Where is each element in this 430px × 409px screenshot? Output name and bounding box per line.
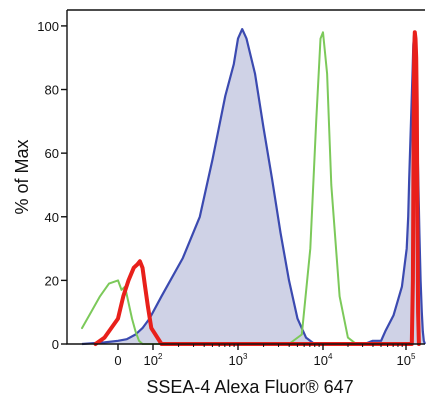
y-axis-label: % of Max xyxy=(12,139,32,214)
x-tick-label: 104 xyxy=(314,352,333,368)
y-tick-label: 60 xyxy=(45,146,59,161)
x-tick-label: 0 xyxy=(114,353,121,368)
y-tick-label: 20 xyxy=(45,273,59,288)
series-0-fill xyxy=(82,29,425,344)
y-tick-label: 100 xyxy=(37,19,59,34)
x-tick-label: 102 xyxy=(144,352,163,368)
series-layer xyxy=(81,28,427,346)
y-tick-label: 40 xyxy=(45,210,59,225)
x-tick-label: 103 xyxy=(229,352,248,368)
y-tick-label: 0 xyxy=(52,337,59,352)
axes-layer: 0 20 40 60 80 100 0 102 103 104 105 xyxy=(37,9,425,368)
y-tick-label: 80 xyxy=(45,83,59,98)
series-2-line xyxy=(93,30,421,346)
x-axis-label: SSEA-4 Alexa Fluor® 647 xyxy=(146,377,353,397)
x-tick-label: 105 xyxy=(397,352,416,368)
